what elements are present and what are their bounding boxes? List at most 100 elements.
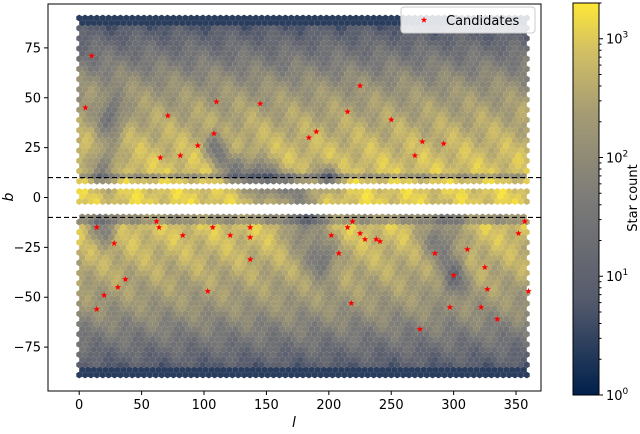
hexbin-cell — [229, 75, 236, 83]
hexbin-cell — [367, 131, 374, 139]
hexbin-cell — [155, 101, 162, 109]
hexbin-cell — [235, 106, 242, 114]
hexbin-cell — [426, 101, 433, 109]
hexbin-cell — [108, 19, 115, 27]
hexbin-cell — [99, 24, 106, 32]
hexbin-cell — [202, 70, 209, 78]
hexbin-layer — [76, 14, 530, 379]
hexbin-cell — [79, 131, 86, 139]
hexbin-cell — [170, 96, 177, 103]
hexbin-cell — [411, 126, 418, 134]
hexbin-cell — [167, 152, 174, 160]
hexbin-cell — [411, 75, 418, 83]
hexbin-cell — [403, 70, 409, 78]
hexbin-cell — [373, 152, 380, 160]
hexbin-cell — [238, 60, 245, 68]
hexbin-cell — [500, 137, 507, 144]
hexbin-cell — [294, 24, 300, 32]
hexbin-cell — [197, 121, 203, 129]
hexbin-cell — [473, 121, 480, 129]
hexbin-cell — [270, 65, 277, 73]
hexbin-cell — [356, 29, 362, 37]
hexbin-cell — [476, 75, 483, 83]
hexbin-cell — [141, 96, 147, 103]
hexbin-cell — [314, 101, 321, 109]
hexbin-cell — [279, 29, 286, 37]
hexbin-cell — [379, 60, 386, 68]
hexbin-cell — [314, 91, 321, 98]
hexbin-cell — [108, 91, 115, 98]
hexbin-cell — [152, 126, 159, 134]
hexbin-cell — [88, 14, 94, 22]
hexbin-cell — [367, 60, 374, 68]
hexbin-cell — [264, 126, 271, 134]
hexbin-cell — [273, 80, 280, 88]
hexbin-cell — [308, 91, 315, 98]
hexbin-cell — [311, 96, 318, 103]
hexbin-cell — [456, 50, 462, 58]
hexbin-cell — [467, 50, 474, 58]
hexbin-cell — [444, 121, 451, 129]
hexbin-cell — [129, 157, 136, 165]
hexbin-cell — [391, 60, 398, 68]
hexbin-cell — [403, 91, 409, 98]
hexbin-cell — [91, 152, 97, 160]
hexbin-cell — [394, 35, 401, 42]
hexbin-cell — [199, 157, 206, 165]
hexbin-cell — [176, 35, 183, 42]
hexbin-cell — [326, 40, 333, 47]
hexbin-cell — [99, 65, 106, 73]
hexbin-cell — [267, 91, 274, 98]
hexbin-cell — [232, 50, 239, 58]
hexbin-cell — [353, 106, 359, 114]
hexbin-cell — [456, 80, 462, 88]
hexbin-cell — [308, 121, 315, 129]
hexbin-cell — [338, 111, 345, 119]
hexbin-cell — [179, 70, 186, 78]
hexbin-cell — [179, 142, 186, 149]
hexbin-cell — [388, 147, 395, 154]
hexbin-cell — [423, 65, 430, 73]
hexbin-cell — [282, 35, 289, 42]
hexbin-cell — [520, 131, 527, 139]
hexbin-cell — [282, 65, 289, 73]
hexbin-cell — [250, 50, 256, 58]
hexbin-cell — [126, 60, 133, 68]
hexbin-cell — [488, 157, 495, 165]
hexbin-cell — [199, 45, 206, 52]
hexbin-cell — [238, 91, 245, 98]
hexbin-cell — [303, 111, 309, 119]
hexbin-cell — [308, 60, 315, 68]
hexbin-cell — [488, 86, 495, 93]
hexbin-cell — [264, 24, 271, 32]
hexbin-cell — [291, 131, 298, 139]
hexbin-cell — [338, 131, 345, 139]
hexbin-cell — [208, 111, 215, 119]
hexbin-cell — [229, 24, 236, 32]
hexbin-cell — [288, 147, 295, 154]
hexbin-cell — [102, 50, 109, 58]
hexbin-cell — [411, 55, 418, 63]
hexbin-cell — [117, 65, 124, 73]
hexbin-cell — [335, 35, 342, 42]
hexbin-cell — [238, 50, 245, 58]
hexbin-cell — [376, 65, 383, 73]
hexbin-cell — [276, 55, 283, 63]
hexbin-cell — [82, 126, 88, 134]
hexbin-cell — [288, 126, 295, 134]
hexbin-cell — [361, 91, 368, 98]
hexbin-cell — [264, 14, 271, 22]
hexbin-cell — [361, 121, 368, 129]
hexbin-cell — [223, 106, 230, 114]
hexbin-cell — [285, 121, 292, 129]
hexbin-cell — [515, 101, 521, 109]
hexbin-cell — [432, 50, 439, 58]
hexbin-cell — [223, 14, 230, 22]
hexbin-cell — [235, 137, 242, 144]
hexbin-cell — [303, 50, 309, 58]
hexbin-cell — [308, 19, 315, 27]
hexbin-cell — [255, 162, 262, 170]
hexbin-cell — [96, 91, 103, 98]
hexbin-cell — [329, 35, 336, 42]
hexbin-cell — [167, 142, 174, 149]
